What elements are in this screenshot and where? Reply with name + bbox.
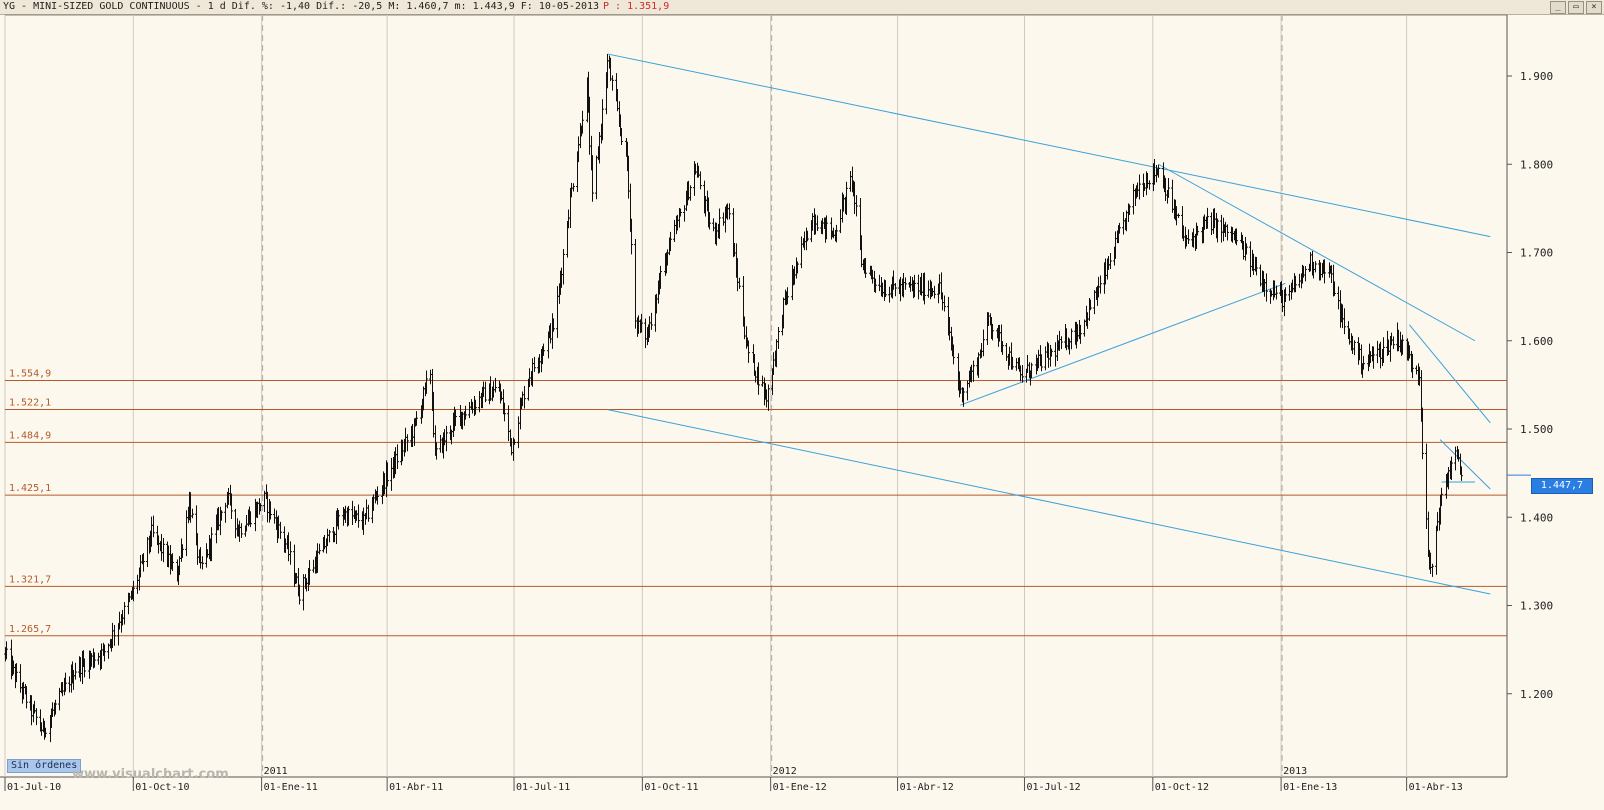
trend-line xyxy=(607,53,1491,238)
x-tick-label: 01-Abr-12 xyxy=(900,782,954,793)
y-tick-label: 1.900 xyxy=(1520,70,1553,83)
y-tick-label: 1.300 xyxy=(1520,600,1553,613)
level-label: 1.522,1 xyxy=(9,397,51,408)
x-tick-label: 01-Oct-11 xyxy=(644,782,698,793)
x-tick-label: 01-Jul-11 xyxy=(516,782,570,793)
maximize-button[interactable]: ▭ xyxy=(1568,1,1584,14)
plot-area xyxy=(4,14,1508,778)
level-label: 1.425,1 xyxy=(9,483,51,494)
minimize-button[interactable]: _ xyxy=(1550,1,1566,14)
x-tick-label: 01-Ene-11 xyxy=(264,782,318,793)
level-label: 1.484,9 xyxy=(9,430,51,441)
x-axis-panel xyxy=(0,777,1604,810)
x-tick-label: 01-Oct-10 xyxy=(135,782,189,793)
level-label: 1.321,7 xyxy=(9,574,51,585)
orders-button[interactable]: Sin órdenes xyxy=(7,759,82,773)
year-label: 2011 xyxy=(264,766,288,777)
y-tick-label: 1.700 xyxy=(1520,247,1553,260)
x-tick-label: 01-Jul-12 xyxy=(1026,782,1080,793)
price-bars xyxy=(4,53,1463,743)
level-label: 1.265,7 xyxy=(9,624,51,635)
x-tick-label: 01-Jul-10 xyxy=(7,782,61,793)
trend-line xyxy=(1409,324,1491,424)
y-tick-label: 1.600 xyxy=(1520,335,1553,348)
level-label: 1.554,9 xyxy=(9,369,51,380)
x-tick-label: 01-Oct-12 xyxy=(1155,782,1209,793)
y-tick-label: 1.200 xyxy=(1520,688,1553,701)
y-axis-panel xyxy=(1507,15,1604,777)
y-tick-label: 1.500 xyxy=(1520,423,1553,436)
close-button[interactable]: × xyxy=(1586,1,1602,14)
chart-title: YG - MINI-SIZED GOLD CONTINUOUS - 1 d Di… xyxy=(3,1,600,12)
x-tick-label: 01-Abr-13 xyxy=(1409,782,1463,793)
y-tick-label: 1.800 xyxy=(1520,158,1553,171)
trend-line xyxy=(1439,439,1491,490)
x-tick-label: 01-Ene-12 xyxy=(773,782,827,793)
watermark: www.visualchart.com xyxy=(72,767,229,782)
window-controls: _ ▭ × xyxy=(1550,1,1602,14)
trend-line xyxy=(607,409,1491,595)
price-p-label: P : 1.351,9 xyxy=(603,1,670,12)
year-label: 2013 xyxy=(1283,766,1307,777)
trend-line xyxy=(960,282,1286,406)
y-tick-label: 1.400 xyxy=(1520,511,1553,524)
last-price-box: 1.447,7 xyxy=(1531,478,1593,494)
year-label: 2012 xyxy=(773,766,797,777)
x-tick-label: 01-Ene-13 xyxy=(1283,782,1337,793)
trend-line xyxy=(1158,163,1476,342)
x-tick-label: 01-Abr-11 xyxy=(389,782,443,793)
